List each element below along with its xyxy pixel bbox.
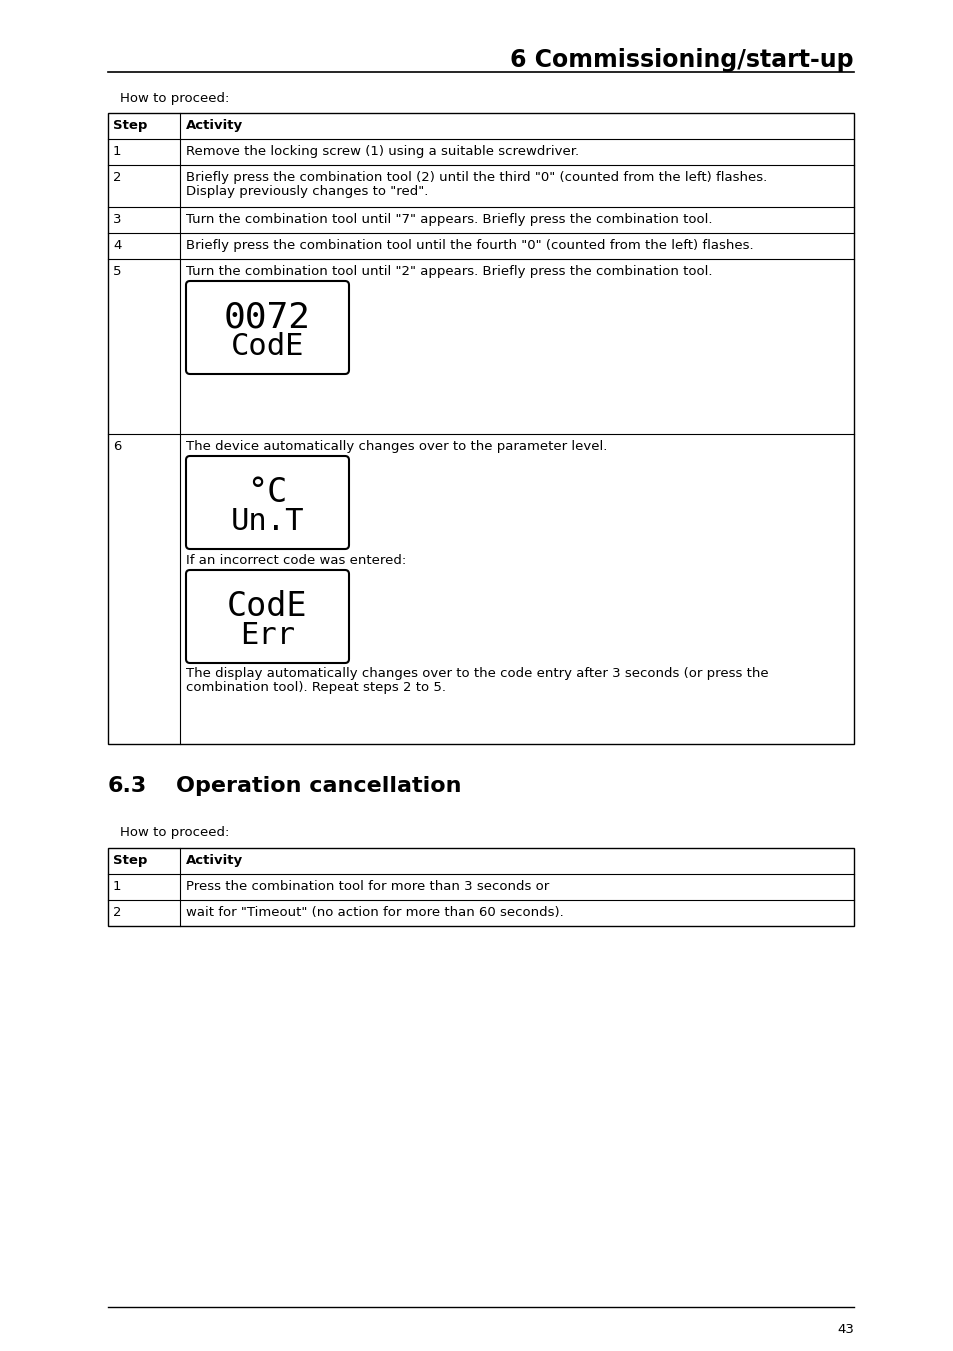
Bar — [108, 113, 853, 744]
Text: 5: 5 — [112, 265, 121, 278]
Text: Display previously changes to "red".: Display previously changes to "red". — [186, 185, 428, 199]
Text: Activity: Activity — [186, 854, 243, 867]
Text: 0072: 0072 — [224, 300, 311, 334]
Text: Err: Err — [240, 620, 294, 650]
Text: 3: 3 — [112, 213, 121, 226]
Text: Briefly press the combination tool until the fourth "0" (counted from the left) : Briefly press the combination tool until… — [186, 239, 753, 253]
Text: CodE: CodE — [227, 590, 308, 623]
Text: combination tool). Repeat steps 2 to 5.: combination tool). Repeat steps 2 to 5. — [186, 681, 446, 694]
Text: Un.T: Un.T — [231, 507, 304, 536]
Text: The display automatically changes over to the code entry after 3 seconds (or pre: The display automatically changes over t… — [186, 667, 768, 680]
Text: 2: 2 — [112, 907, 121, 919]
FancyBboxPatch shape — [186, 570, 349, 663]
Text: Turn the combination tool until "7" appears. Briefly press the combination tool.: Turn the combination tool until "7" appe… — [186, 213, 712, 226]
Text: Remove the locking screw (1) using a suitable screwdriver.: Remove the locking screw (1) using a sui… — [186, 145, 578, 158]
Text: Briefly press the combination tool (2) until the third "0" (counted from the lef: Briefly press the combination tool (2) u… — [186, 172, 766, 184]
FancyBboxPatch shape — [186, 281, 349, 374]
Text: °C: °C — [247, 476, 287, 509]
Text: Activity: Activity — [186, 119, 243, 132]
Text: The device automatically changes over to the parameter level.: The device automatically changes over to… — [186, 440, 607, 453]
Text: wait for "Timeout" (no action for more than 60 seconds).: wait for "Timeout" (no action for more t… — [186, 907, 563, 919]
Text: Turn the combination tool until "2" appears. Briefly press the combination tool.: Turn the combination tool until "2" appe… — [186, 265, 712, 278]
Text: Press the combination tool for more than 3 seconds or: Press the combination tool for more than… — [186, 880, 549, 893]
Text: 1: 1 — [112, 145, 121, 158]
Text: 4: 4 — [112, 239, 121, 253]
Text: 2: 2 — [112, 172, 121, 184]
Text: CodE: CodE — [231, 332, 304, 361]
Text: 6 Commissioning/start-up: 6 Commissioning/start-up — [510, 49, 853, 72]
Text: Step: Step — [112, 854, 147, 867]
Text: 6.3: 6.3 — [108, 775, 147, 796]
FancyBboxPatch shape — [186, 457, 349, 549]
Text: 6: 6 — [112, 440, 121, 453]
Text: Operation cancellation: Operation cancellation — [175, 775, 461, 796]
Text: How to proceed:: How to proceed: — [120, 825, 229, 839]
Text: Step: Step — [112, 119, 147, 132]
Bar — [108, 848, 853, 925]
Text: 1: 1 — [112, 880, 121, 893]
Text: 43: 43 — [836, 1323, 853, 1336]
Text: How to proceed:: How to proceed: — [120, 92, 229, 105]
Text: If an incorrect code was entered:: If an incorrect code was entered: — [186, 554, 406, 567]
